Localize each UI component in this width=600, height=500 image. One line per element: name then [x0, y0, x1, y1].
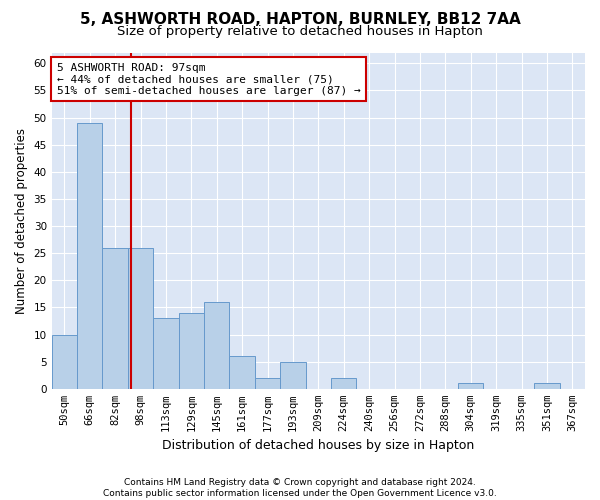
Y-axis label: Number of detached properties: Number of detached properties: [15, 128, 28, 314]
Bar: [331, 378, 356, 389]
Bar: [153, 318, 179, 389]
Bar: [128, 248, 153, 389]
Bar: [280, 362, 305, 389]
Bar: [255, 378, 280, 389]
Bar: [229, 356, 255, 389]
Bar: [179, 313, 204, 389]
Bar: [52, 334, 77, 389]
Text: 5, ASHWORTH ROAD, HAPTON, BURNLEY, BB12 7AA: 5, ASHWORTH ROAD, HAPTON, BURNLEY, BB12 …: [80, 12, 520, 28]
Text: Contains HM Land Registry data © Crown copyright and database right 2024.
Contai: Contains HM Land Registry data © Crown c…: [103, 478, 497, 498]
X-axis label: Distribution of detached houses by size in Hapton: Distribution of detached houses by size …: [162, 440, 475, 452]
Bar: [534, 384, 560, 389]
Bar: [204, 302, 229, 389]
Text: Size of property relative to detached houses in Hapton: Size of property relative to detached ho…: [117, 25, 483, 38]
Text: 5 ASHWORTH ROAD: 97sqm
← 44% of detached houses are smaller (75)
51% of semi-det: 5 ASHWORTH ROAD: 97sqm ← 44% of detached…: [57, 62, 361, 96]
Bar: [103, 248, 128, 389]
Bar: [77, 123, 103, 389]
Bar: [458, 384, 484, 389]
